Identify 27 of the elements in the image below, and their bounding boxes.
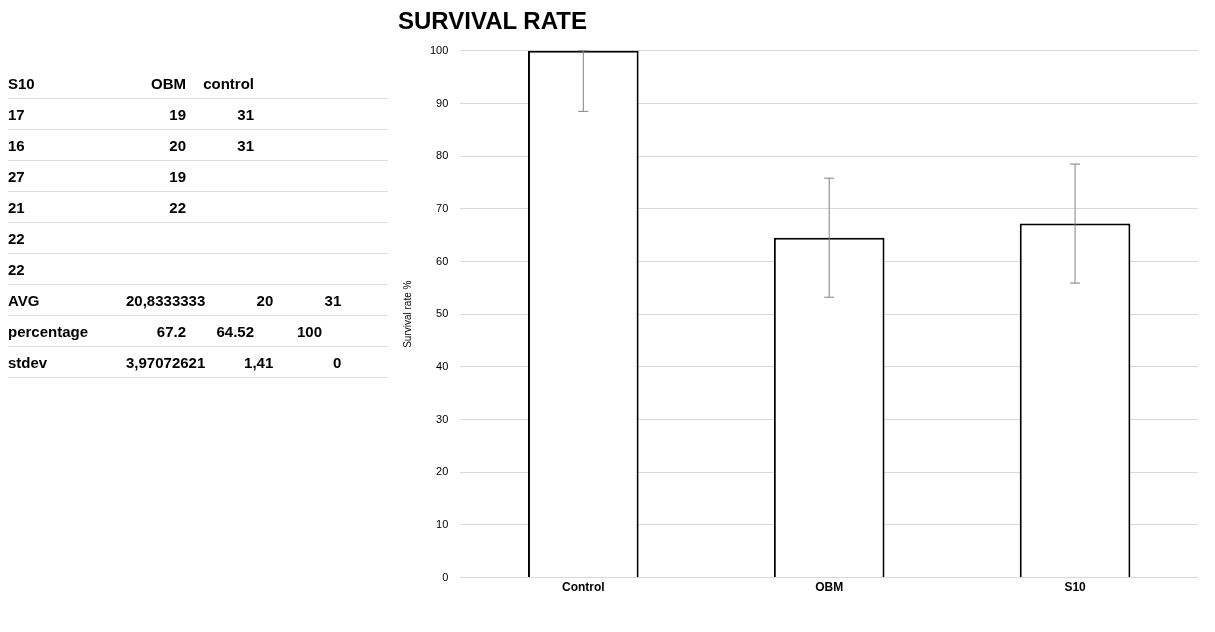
text: 27 19 <box>8 167 186 185</box>
text: percentage 67.2 64.52 100 <box>8 322 322 340</box>
text: 22 <box>8 229 26 247</box>
y-tick-label: 10 <box>436 517 449 530</box>
y-tick-label: 90 <box>436 96 449 109</box>
y-tick-label: 20 <box>436 465 449 478</box>
text: 17 19 31 <box>8 105 254 123</box>
x-tick-label: OBM <box>815 580 844 595</box>
y-tick-label: 60 <box>436 254 449 267</box>
text: stdev 3,97072621 1,41 0 <box>8 353 342 371</box>
y-tick-label: 80 <box>436 149 449 162</box>
y-tick-label: 0 <box>442 570 449 583</box>
text: S10 OBM control <box>8 74 254 92</box>
x-tick-label: Control <box>561 580 605 595</box>
y-tick-label: 50 <box>436 307 449 320</box>
text: 22 <box>168 198 187 216</box>
text: AVG 20,8333333 20 31 <box>8 291 342 309</box>
chart-title: SURVIVAL RATE <box>398 7 587 35</box>
text: 22 <box>8 260 25 278</box>
text: 16 20 31 <box>8 136 254 154</box>
y-tick-label: 30 <box>436 412 449 425</box>
y-tick-label: 40 <box>436 359 449 372</box>
y-tick-label: 70 <box>436 201 449 214</box>
y-tick-label: 100 <box>429 43 449 56</box>
x-tick-label: S10 <box>1064 580 1087 595</box>
text: 21 <box>8 198 25 216</box>
y-axis-title: Survival rate % <box>401 280 413 348</box>
